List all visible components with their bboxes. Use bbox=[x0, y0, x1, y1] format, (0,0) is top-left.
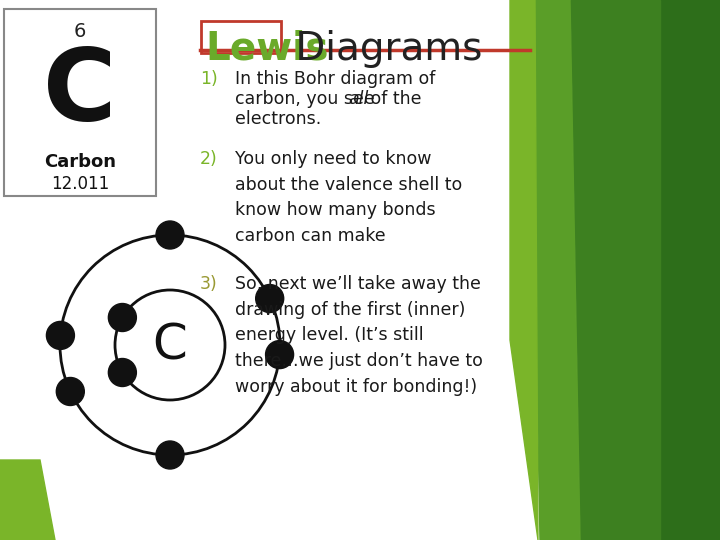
Polygon shape bbox=[0, 460, 55, 540]
Circle shape bbox=[156, 441, 184, 469]
Text: C: C bbox=[153, 321, 187, 369]
Circle shape bbox=[109, 303, 136, 332]
Circle shape bbox=[266, 341, 294, 369]
Text: carbon, you see: carbon, you see bbox=[235, 90, 380, 108]
Text: 2): 2) bbox=[200, 150, 217, 168]
Text: C: C bbox=[43, 45, 117, 142]
Circle shape bbox=[109, 359, 136, 387]
Text: Lewis: Lewis bbox=[205, 30, 328, 68]
Circle shape bbox=[56, 377, 84, 406]
Text: 1): 1) bbox=[200, 70, 217, 88]
Text: So, next we’ll take away the
drawing of the first (inner)
energy level. (It’s st: So, next we’ll take away the drawing of … bbox=[235, 275, 483, 396]
Text: all: all bbox=[348, 90, 369, 108]
Text: of the: of the bbox=[365, 90, 421, 108]
FancyBboxPatch shape bbox=[4, 9, 156, 196]
Polygon shape bbox=[510, 0, 538, 540]
Text: You only need to know
about the valence shell to
know how many bonds
carbon can : You only need to know about the valence … bbox=[235, 150, 462, 245]
Circle shape bbox=[156, 221, 184, 249]
Text: 6: 6 bbox=[74, 22, 86, 41]
Text: Carbon: Carbon bbox=[44, 153, 116, 171]
Text: electrons.: electrons. bbox=[235, 110, 321, 128]
Text: 3): 3) bbox=[200, 275, 217, 293]
Polygon shape bbox=[530, 0, 580, 540]
Text: In this Bohr diagram of: In this Bohr diagram of bbox=[235, 70, 436, 88]
Polygon shape bbox=[570, 0, 660, 540]
Text: 12.011: 12.011 bbox=[51, 175, 109, 193]
Circle shape bbox=[256, 285, 284, 313]
Text: Diagrams: Diagrams bbox=[283, 30, 482, 68]
Circle shape bbox=[46, 321, 74, 349]
Polygon shape bbox=[620, 0, 720, 540]
